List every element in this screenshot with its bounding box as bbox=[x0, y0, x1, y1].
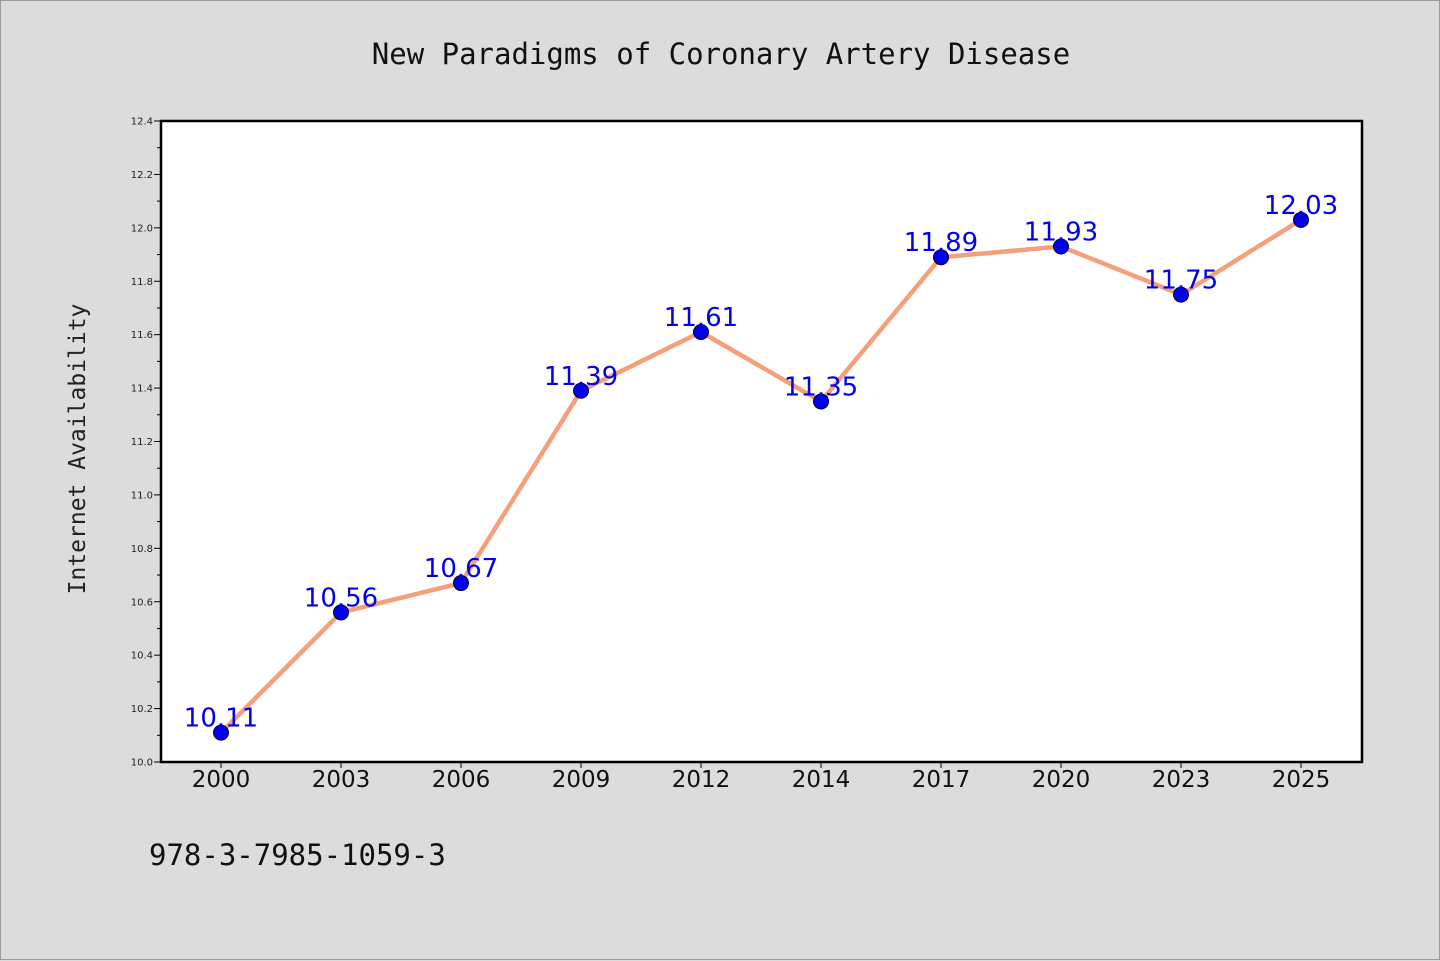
y-axis-label: Internet Availability bbox=[65, 304, 91, 595]
data-point bbox=[813, 393, 829, 410]
y-tick-label: 11.2 bbox=[131, 437, 153, 448]
data-label: 12.03 bbox=[1264, 191, 1338, 221]
data-point bbox=[1293, 211, 1309, 228]
x-tick-label: 2003 bbox=[312, 767, 371, 793]
x-tick-label: 2017 bbox=[912, 767, 971, 793]
data-point bbox=[573, 382, 589, 399]
chart-title: New Paradigms of Coronary Artery Disease bbox=[372, 37, 1070, 71]
y-tick-label: 10.0 bbox=[131, 758, 153, 769]
data-point bbox=[693, 323, 709, 340]
y-axis: 10.0 10.2 10.4 10.6 10.8 11.0 11.2 11.4 11.6 11.8… bbox=[131, 117, 161, 769]
data-label: 10.67 bbox=[424, 554, 498, 584]
data-label: 11.93 bbox=[1024, 218, 1098, 248]
data-point bbox=[1053, 238, 1069, 255]
data-point bbox=[1173, 286, 1189, 303]
x-tick-label: 2000 bbox=[192, 767, 251, 793]
y-tick-label: 10.6 bbox=[131, 597, 153, 608]
data-markers bbox=[213, 211, 1309, 741]
y-tick-label: 11.6 bbox=[131, 330, 153, 341]
data-point bbox=[213, 724, 229, 741]
data-label: 11.89 bbox=[904, 228, 978, 258]
data-point bbox=[453, 575, 469, 592]
y-tick-label: 10.4 bbox=[131, 651, 153, 662]
y-tick-label: 11.8 bbox=[131, 277, 153, 288]
y-tick-label: 12.2 bbox=[131, 170, 153, 181]
x-tick-label: 2020 bbox=[1032, 767, 1091, 793]
y-tick-label: 11.0 bbox=[131, 490, 153, 501]
x-axis: 2000 2003 2006 2009 2012 2014 2017 2020 2023 2025 bbox=[192, 762, 1331, 793]
data-label: 11.35 bbox=[784, 372, 858, 402]
x-tick-label: 2023 bbox=[1152, 767, 1211, 793]
footer-code: 978-3-7985-1059-3 bbox=[149, 838, 446, 872]
x-tick-label: 2012 bbox=[672, 767, 731, 793]
plot-area bbox=[159, 119, 1364, 764]
x-tick-label: 2006 bbox=[432, 767, 491, 793]
y-tick-label: 10.8 bbox=[131, 544, 153, 555]
x-tick-label: 2025 bbox=[1272, 767, 1331, 793]
y-tick-label: 12.4 bbox=[131, 117, 153, 128]
data-point bbox=[333, 604, 349, 621]
series-line bbox=[218, 217, 1304, 735]
data-label: 11.61 bbox=[664, 303, 738, 333]
x-tick-label: 2009 bbox=[552, 767, 611, 793]
data-labels: 10.11 10.56 10.67 11.39 11.61 11.35 11.89 11.93… bbox=[184, 191, 1338, 734]
data-point bbox=[933, 249, 949, 266]
data-label: 11.39 bbox=[544, 362, 618, 392]
data-label: 11.75 bbox=[1144, 266, 1218, 296]
y-tick-label: 11.4 bbox=[131, 384, 153, 395]
x-tick-label: 2014 bbox=[792, 767, 851, 793]
y-tick-label: 12.0 bbox=[131, 223, 153, 234]
y-tick-label: 10.2 bbox=[131, 704, 153, 715]
data-label: 10.11 bbox=[184, 704, 258, 734]
data-label: 10.56 bbox=[304, 583, 378, 613]
